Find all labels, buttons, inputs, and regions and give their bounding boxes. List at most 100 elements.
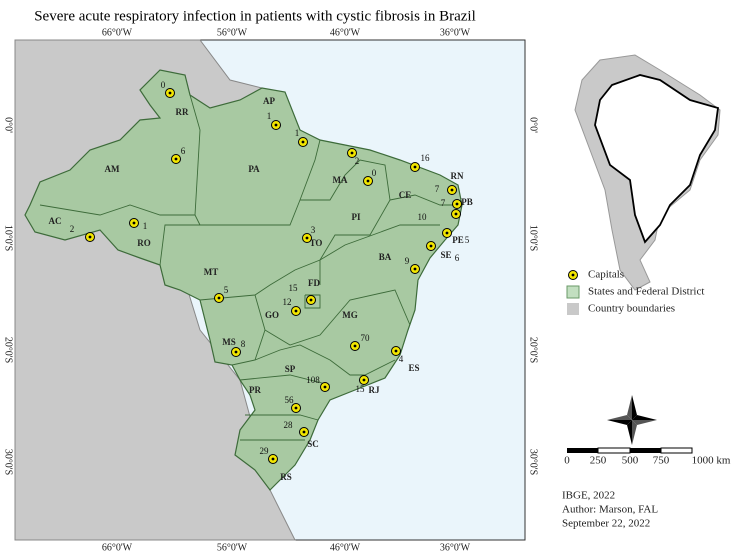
state-label: PE [452,235,464,245]
capital-count: 1 [295,128,300,138]
lat-label: 30°0'S [528,449,539,475]
capital-dot [445,231,449,235]
capital-dot [413,267,417,271]
capital-count: 10 [418,212,428,222]
capital-count: 8 [241,339,246,349]
capital-dot [454,212,458,216]
capital-dot [271,457,275,461]
lat-label: 10°0'S [528,225,539,251]
scale-label: 500 [622,455,639,467]
state-label: RJ [369,385,380,395]
border [239,374,331,386]
capital-count: 15 [289,283,299,293]
border [304,294,321,309]
capital-dot [234,350,238,354]
state-label: CE [399,190,412,200]
state-label: GO [265,310,279,320]
capital-dot [174,157,178,161]
capital-count: 7 [435,184,440,194]
state-label: PB [461,197,473,207]
capital-count: 16 [421,153,431,163]
capital-count: 2 [70,224,75,234]
capital-dot [323,385,327,389]
capital-count: 70 [361,333,371,343]
capital-dot [366,179,370,183]
capital-count: 5 [224,285,229,295]
capital-count: 1 [143,221,148,231]
capital-dot [455,202,459,206]
credit: September 22, 2022 [562,518,650,530]
lat-label: 0°0' [3,117,14,133]
north-arrow [607,395,657,445]
legend-swatch-countries [567,303,579,315]
inset-brazil [594,74,719,244]
scale-label: 750 [653,455,670,467]
capital-dot [301,140,305,144]
lon-label: 36°0'W [440,27,471,38]
capital-count: 12 [283,297,292,307]
capital-count: 4 [399,354,404,364]
capital-dot [394,349,398,353]
state-label: MT [204,267,219,277]
capital-dot [302,430,306,434]
capital-dot [168,91,172,95]
capital-count: 7 [441,198,446,208]
capital-count: 3 [311,225,316,235]
capital-count: 28 [284,420,294,430]
capital-dot [413,165,417,169]
state-label: AC [49,216,62,226]
lon-label: 46°0'W [330,27,361,38]
lon-label: 56°0'W [217,27,248,38]
border [159,139,321,266]
capital-count: 56 [285,395,295,405]
capital-count: 5 [465,235,470,245]
scale-label: 250 [590,455,607,467]
state-label: FD [308,278,320,288]
legend-label: Capitals [588,269,624,281]
lon-label: 66°0'W [102,542,133,553]
lon-label: 66°0'W [102,27,133,38]
lat-label: 20°0'S [528,337,539,363]
border [189,94,201,226]
credit: IBGE, 2022 [562,490,615,502]
state-label: SE [440,250,451,260]
capital-dot [294,309,298,313]
state-label: TO [310,238,323,248]
lon-label: 36°0'W [440,542,471,553]
capital-dot [350,151,354,155]
capital-dot [132,221,136,225]
scale-bar [567,447,693,454]
border [389,194,458,206]
capital-count: 2 [355,156,360,166]
state-label: RO [137,238,151,248]
capital-count: 1 [267,111,272,121]
lat-label: 10°0'S [3,225,14,251]
state-label: PA [248,164,260,174]
capital-count: 15 [356,384,366,394]
state-label: MA [333,175,348,185]
border [300,159,391,285]
capital-dot [217,296,221,300]
state-label: SC [307,439,319,449]
capital-dot [429,244,433,248]
scale-label: 0 [564,455,570,467]
capital-dot [305,236,309,240]
capital-dot [88,235,92,239]
title: Severe acute respiratory infection in pa… [34,8,476,24]
state-label: PI [352,212,361,222]
legend-swatch-states [566,285,580,299]
state-label: RR [176,107,189,117]
capital-count: 6 [455,253,460,263]
scale-label: 1000 km [692,455,731,467]
border [199,224,440,301]
capital-dot [362,378,366,382]
state-label: AP [263,96,275,106]
capital-dot [274,123,278,127]
credit: Author: Marson, FAL [562,504,658,516]
capital-count: 108 [306,375,320,385]
lat-label: 20°0'S [3,337,14,363]
capital-dot [309,298,313,302]
state-label: SP [285,364,296,374]
border [39,204,195,216]
